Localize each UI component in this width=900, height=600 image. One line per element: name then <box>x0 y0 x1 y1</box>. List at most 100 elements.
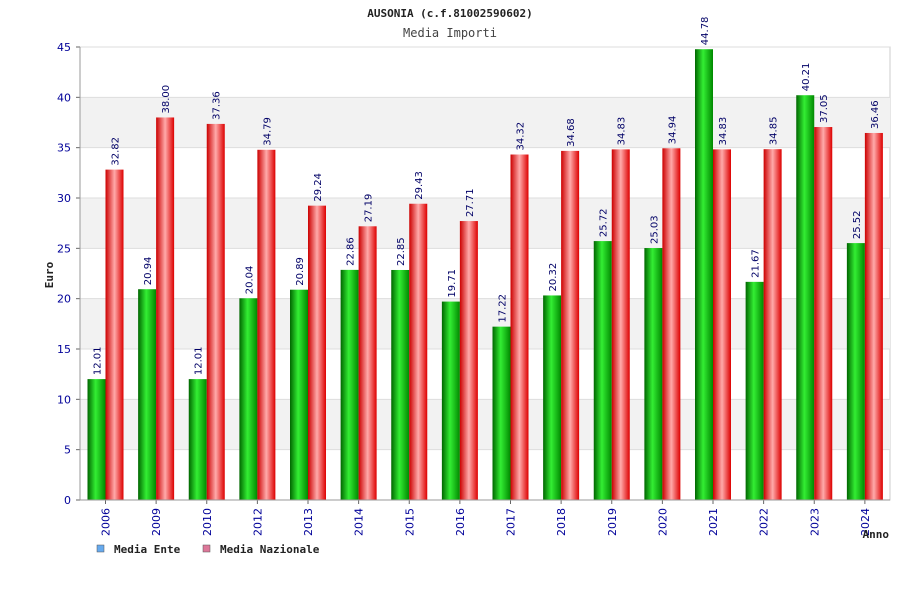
bar-value-label: 34.83 <box>718 117 729 146</box>
bar-value-label: 34.83 <box>617 117 628 146</box>
y-axis-label: Euro <box>43 261 56 288</box>
bar-value-label: 27.71 <box>465 188 476 217</box>
bar-value-label: 36.46 <box>870 100 881 129</box>
legend-label-media-ente: Media Ente <box>114 543 181 556</box>
bar-media-ente <box>188 379 207 500</box>
bar-value-label: 40.21 <box>801 63 812 92</box>
chart-subtitle: Media Importi <box>403 26 497 40</box>
bar-media-ente <box>290 289 308 500</box>
y-tick-label: 20 <box>57 293 71 306</box>
bar-media-nazionale <box>510 154 529 500</box>
bar-media-ente <box>695 49 713 501</box>
bar-media-ente <box>745 281 764 500</box>
bar-value-label: 20.94 <box>143 257 154 286</box>
chart-title: AUSONIA (c.f.81002590602) <box>367 7 533 20</box>
y-tick-label: 40 <box>57 91 71 104</box>
bar-media-ente <box>441 301 460 500</box>
bar-media-nazionale <box>459 221 478 500</box>
bar-media-nazionale <box>257 149 276 500</box>
y-tick-label: 0 <box>64 494 71 507</box>
bar-media-ente <box>138 289 157 500</box>
x-tick-label: 2019 <box>606 508 619 536</box>
bar-media-ente <box>796 95 815 500</box>
bar-media-ente <box>391 269 410 500</box>
y-tick-label: 10 <box>57 393 71 406</box>
bar-value-label: 21.67 <box>751 249 762 278</box>
x-tick-label: 2013 <box>302 508 315 536</box>
y-tick-label: 45 <box>57 41 71 54</box>
x-tick-label: 2016 <box>454 508 467 536</box>
bar-media-nazionale <box>156 117 175 500</box>
bar-value-label: 32.82 <box>111 137 122 166</box>
bar-value-label: 20.04 <box>244 266 255 295</box>
bar-media-ente <box>846 243 865 500</box>
x-tick-label: 2009 <box>150 508 163 536</box>
x-tick-label: 2018 <box>555 508 568 536</box>
bar-value-label: 37.05 <box>819 94 830 123</box>
bar-media-ente <box>87 379 106 500</box>
x-tick-label: 2022 <box>758 508 771 536</box>
bar-media-nazionale <box>105 169 124 500</box>
y-tick-label: 5 <box>64 444 71 457</box>
bar-value-label: 22.86 <box>346 237 357 266</box>
x-tick-label: 2021 <box>707 508 720 536</box>
bar-media-ente <box>492 326 511 500</box>
bar-value-label: 12.01 <box>194 346 205 375</box>
bar-media-nazionale <box>308 205 326 500</box>
x-tick-label: 2024 <box>859 508 872 536</box>
bar-value-label: 37.36 <box>212 91 223 120</box>
bars-group: 12.01 32.82 20.94 38.00 12.01 37.36 20.04 34.79… <box>87 17 883 501</box>
bar-media-nazionale <box>713 149 731 501</box>
y-tick-label: 30 <box>57 192 71 205</box>
bar-media-nazionale <box>814 127 833 500</box>
bar-media-nazionale <box>864 132 883 500</box>
x-tick-label: 2017 <box>505 508 518 536</box>
bar-value-label: 34.94 <box>667 116 678 145</box>
bar-media-nazionale <box>662 148 681 500</box>
bar-value-label: 29.24 <box>313 173 324 202</box>
bar-value-label: 44.78 <box>700 17 711 46</box>
bar-media-nazionale <box>358 226 377 500</box>
bar-media-nazionale <box>763 149 782 500</box>
bar-value-label: 29.43 <box>414 171 425 200</box>
x-tick-label: 2006 <box>100 508 113 536</box>
bar-media-ente <box>239 298 258 500</box>
bar-value-label: 34.85 <box>769 117 780 146</box>
bar-value-label: 12.01 <box>93 346 104 375</box>
legend-label-media-nazionale: Media Nazionale <box>220 543 320 556</box>
bar-media-nazionale <box>611 149 630 501</box>
legend-swatch-media-ente <box>96 544 105 553</box>
bar-value-label: 38.00 <box>161 85 172 114</box>
bar-value-label: 20.32 <box>548 263 559 292</box>
bar-value-label: 25.52 <box>852 210 863 239</box>
y-tick-label: 35 <box>57 142 71 155</box>
x-tick-label: 2023 <box>808 508 821 536</box>
bar-media-nazionale <box>561 150 580 500</box>
x-axis-label: Anno <box>863 528 890 541</box>
x-tick-label: 2020 <box>656 508 669 536</box>
y-tick-label: 15 <box>57 343 71 356</box>
x-tick-label: 2014 <box>353 508 366 536</box>
bar-media-ente <box>593 241 612 500</box>
bar-value-label: 22.85 <box>396 237 407 266</box>
legend: Media Ente Media Nazionale <box>96 543 320 556</box>
x-axis: 2006 2009 2010 2012 2013 2014 2015 2016 2017 2018… <box>80 499 890 536</box>
bar-value-label: 34.79 <box>262 117 273 146</box>
bar-media-nazionale <box>409 203 428 500</box>
bar-value-label: 17.22 <box>498 294 509 323</box>
bar-media-ente <box>644 248 663 500</box>
x-tick-label: 2010 <box>201 508 214 536</box>
bar-value-label: 27.19 <box>364 194 375 223</box>
bar-media-ente <box>543 295 562 500</box>
bar-value-label: 25.03 <box>649 215 660 244</box>
y-tick-label: 25 <box>57 242 71 255</box>
x-tick-label: 2012 <box>251 508 264 536</box>
bar-media-ente <box>340 269 359 500</box>
x-tick-label: 2015 <box>403 508 416 536</box>
bar-value-label: 34.68 <box>566 118 577 147</box>
bar-value-label: 19.71 <box>447 269 458 298</box>
bar-media-nazionale <box>206 123 225 500</box>
bar-value-label: 25.72 <box>599 208 610 237</box>
bar-value-label: 34.32 <box>516 122 527 151</box>
